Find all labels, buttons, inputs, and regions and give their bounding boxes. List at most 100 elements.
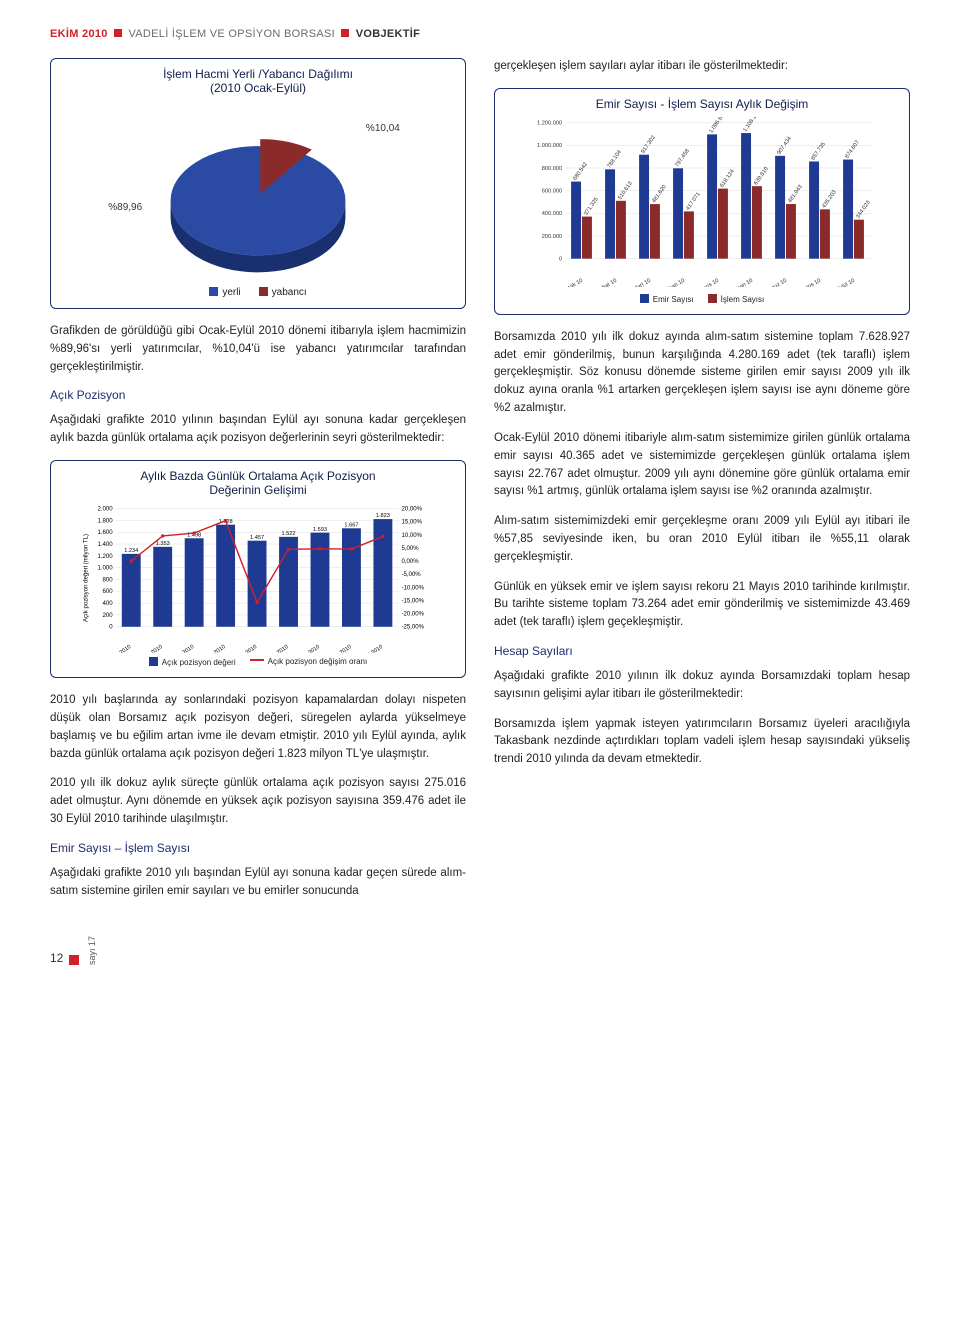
svg-text:1.522: 1.522 xyxy=(281,531,295,537)
svg-text:600: 600 xyxy=(103,588,114,595)
svg-text:Oca-2010: Oca-2010 xyxy=(109,644,133,653)
svg-text:Açık pozisyon değeri (milyon T: Açık pozisyon değeri (milyon TL) xyxy=(82,534,89,622)
footer: 12 sayı 17 xyxy=(50,936,910,965)
svg-text:5,00%: 5,00% xyxy=(401,545,419,552)
page-number: 12 xyxy=(50,951,63,965)
page: EKİM 2010 VADELİ İŞLEM VE OPSİYON BORSAS… xyxy=(0,0,960,995)
svg-text:800: 800 xyxy=(103,576,114,583)
pie-title-2: (2010 Ocak-Eylül) xyxy=(210,81,306,95)
svg-text:371.325: 371.325 xyxy=(583,196,600,216)
svg-text:Mayıs 10: Mayıs 10 xyxy=(697,278,720,287)
svg-text:0: 0 xyxy=(109,624,113,631)
svg-text:618.124: 618.124 xyxy=(719,168,736,188)
para: Borsamızda işlem yapmak isteyen yatırımc… xyxy=(494,716,910,769)
svg-text:Ocak 10: Ocak 10 xyxy=(563,278,584,287)
svg-text:481.943: 481.943 xyxy=(787,184,804,204)
svg-text:10,00%: 10,00% xyxy=(401,532,422,539)
svg-text:1.353: 1.353 xyxy=(156,541,170,547)
pie-title-1: İşlem Hacmi Yerli /Yabancı Dağılımı xyxy=(163,67,353,81)
svg-text:-10,00%: -10,00% xyxy=(401,584,424,591)
svg-text:1.667: 1.667 xyxy=(344,522,358,528)
svg-text:Mart 10: Mart 10 xyxy=(632,278,652,287)
svg-text:Ağu-2010: Ağu-2010 xyxy=(329,644,352,653)
para: 2010 yılı başlarında ay sonlarındaki poz… xyxy=(50,692,466,763)
header-sep-icon xyxy=(341,29,349,37)
svg-text:917.302: 917.302 xyxy=(640,135,657,155)
svg-text:Haziran 10: Haziran 10 xyxy=(727,278,754,287)
para: Aşağıdaki grafikte 2010 yılı başından Ey… xyxy=(50,865,466,901)
legend-label: yabancı xyxy=(272,287,307,298)
svg-text:680.542: 680.542 xyxy=(572,161,589,181)
svg-text:797.458: 797.458 xyxy=(674,148,691,168)
svg-text:1.096.860: 1.096.860 xyxy=(708,117,727,135)
para: Aşağıdaki grafikte 2010 yılının ilk doku… xyxy=(494,668,910,704)
svg-text:1.600: 1.600 xyxy=(97,529,113,536)
combo-title: Aylık Bazda Günlük Ortalama Açık Pozisyo… xyxy=(61,469,455,497)
header-section: VOBJEKTİF xyxy=(356,28,420,40)
subhead-emir-sayisi: Emir Sayısı – İşlem Sayısı xyxy=(50,841,466,855)
swatch-icon xyxy=(149,657,158,666)
svg-text:-15,00%: -15,00% xyxy=(401,597,424,604)
para: Ocak-Eylül 2010 dönemi itibariyle alım-s… xyxy=(494,430,910,501)
svg-text:Temmuz 10: Temmuz 10 xyxy=(760,278,788,287)
bar2-legend: Emir Sayısı İşlem Sayısı xyxy=(505,294,899,304)
svg-text:0: 0 xyxy=(559,256,562,262)
svg-text:2.000: 2.000 xyxy=(97,506,113,513)
pie-legend: yerli yabancı xyxy=(61,287,455,298)
svg-text:Mar-2010: Mar-2010 xyxy=(172,644,195,653)
legend-label: Açık pozisyon değeri xyxy=(162,658,236,667)
legend-item: Emir Sayısı xyxy=(640,294,694,304)
svg-text:417.071: 417.071 xyxy=(685,191,702,211)
svg-text:20,00%: 20,00% xyxy=(401,506,422,513)
subhead-hesap-sayilari: Hesap Sayıları xyxy=(494,644,910,658)
svg-text:-5,00%: -5,00% xyxy=(401,571,421,578)
para: Günlük en yüksek emir ve işlem sayısı re… xyxy=(494,579,910,632)
svg-text:1.000.000: 1.000.000 xyxy=(537,143,562,149)
svg-text:639.810: 639.810 xyxy=(753,166,770,186)
svg-text:200.000: 200.000 xyxy=(542,234,562,240)
svg-text:400.000: 400.000 xyxy=(542,211,562,217)
legend-item: İşlem Sayısı xyxy=(708,294,765,304)
svg-text:400: 400 xyxy=(103,600,114,607)
pie-svg xyxy=(128,106,388,276)
svg-text:907.434: 907.434 xyxy=(776,136,793,156)
pie-chart: %89,96 %10,04 xyxy=(61,101,455,281)
bar2-svg: 0 200.000 400.000 600.000 800.000 1.000.000 1.… xyxy=(505,117,899,287)
svg-text:600.000: 600.000 xyxy=(542,188,562,194)
subhead-acik-pozisyon: Açık Pozisyon xyxy=(50,388,466,402)
pie-label-small: %10,04 xyxy=(366,123,400,134)
svg-text:Haz-2010: Haz-2010 xyxy=(266,644,289,653)
svg-text:200: 200 xyxy=(103,612,114,619)
svg-text:874.607: 874.607 xyxy=(844,139,861,159)
svg-text:788.104: 788.104 xyxy=(606,149,623,169)
combo-title-2: Değerinin Gelişimi xyxy=(209,483,306,497)
para: Grafikden de görüldüğü gibi Ocak-Eylül 2… xyxy=(50,323,466,376)
legend-label: Emir Sayısı xyxy=(653,295,694,304)
two-column-layout: İşlem Hacmi Yerli /Yabancı Dağılımı (201… xyxy=(50,58,910,912)
header-bar: EKİM 2010 VADELİ İŞLEM VE OPSİYON BORSAS… xyxy=(50,28,910,40)
svg-text:1.800: 1.800 xyxy=(97,517,113,524)
bar2-title: Emir Sayısı - İşlem Sayısı Aylık Değişim xyxy=(505,97,899,111)
svg-text:1.000: 1.000 xyxy=(97,565,113,572)
line-icon xyxy=(250,659,264,661)
left-column: İşlem Hacmi Yerli /Yabancı Dağılımı (201… xyxy=(50,58,466,912)
svg-text:1.108.170: 1.108.170 xyxy=(742,117,761,133)
svg-text:344.023: 344.023 xyxy=(855,199,872,219)
svg-text:Ağustos 10: Ağustos 10 xyxy=(794,278,822,287)
legend-label: Açık pozisyon değişim oranı xyxy=(268,657,368,666)
svg-text:-20,00%: -20,00% xyxy=(401,611,424,618)
para: Alım-satım sistemimizdeki emir gerçekleş… xyxy=(494,513,910,566)
svg-text:Şub-2010: Şub-2010 xyxy=(140,644,163,653)
svg-text:Eylül 10: Eylül 10 xyxy=(836,278,856,287)
pie-title: İşlem Hacmi Yerli /Yabancı Dağılımı (201… xyxy=(61,67,455,95)
svg-text:800.000: 800.000 xyxy=(542,166,562,172)
issue-number: sayı 17 xyxy=(87,936,97,965)
svg-text:-25,00%: -25,00% xyxy=(401,624,424,631)
svg-text:1.400: 1.400 xyxy=(97,541,113,548)
para: gerçekleşen işlem sayıları aylar itibarı… xyxy=(494,58,910,76)
svg-text:Tem-2010: Tem-2010 xyxy=(297,644,321,653)
pie-label-big: %89,96 xyxy=(108,202,142,213)
svg-text:0,00%: 0,00% xyxy=(401,558,419,565)
svg-text:1.823: 1.823 xyxy=(376,513,390,519)
svg-text:435.203: 435.203 xyxy=(821,189,838,209)
